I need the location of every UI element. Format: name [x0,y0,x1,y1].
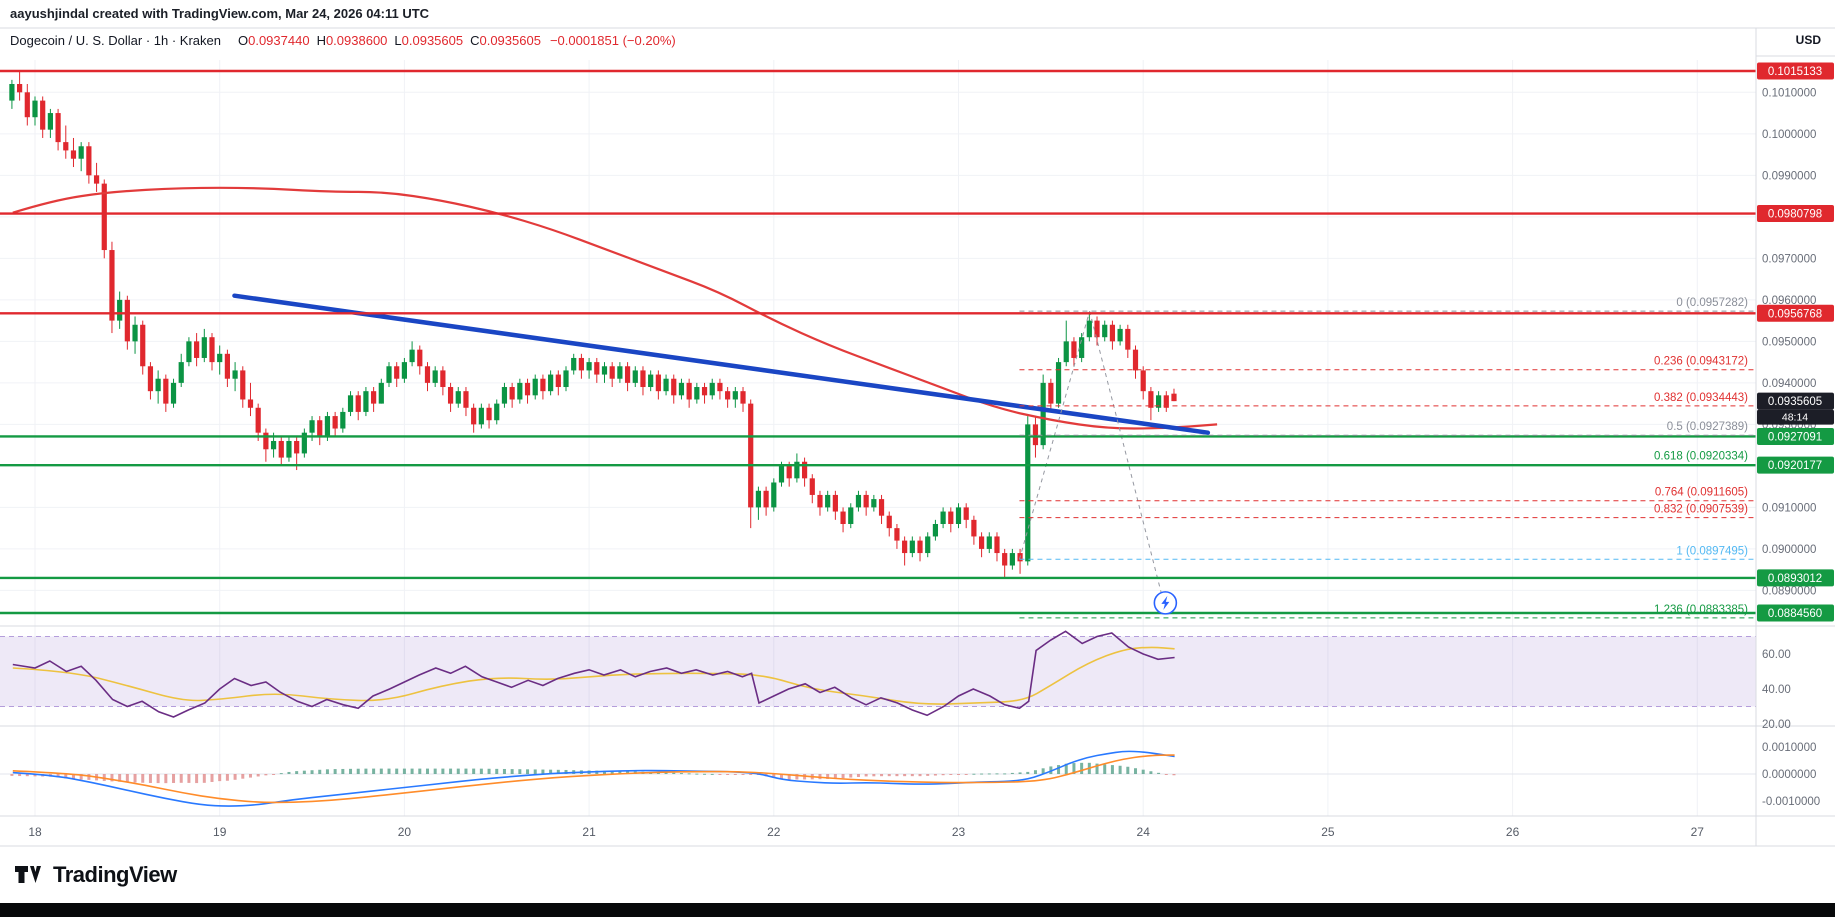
rsi-indicator [0,630,1756,718]
candlestick-series[interactable] [9,71,1177,578]
svg-text:0.5 (0.0927389): 0.5 (0.0927389) [1667,421,1748,433]
svg-text:-0.0010000: -0.0010000 [1762,796,1820,808]
svg-text:40.00: 40.00 [1762,684,1791,696]
svg-text:0.0900000: 0.0900000 [1762,544,1816,556]
svg-text:0.0010000: 0.0010000 [1762,742,1816,754]
symbol-title[interactable]: Dogecoin / U. S. Dollar · 1h · Kraken [10,33,221,48]
svg-text:18: 18 [28,825,42,839]
svg-text:25: 25 [1321,825,1335,839]
svg-text:0 (0.0957282): 0 (0.0957282) [1676,297,1748,309]
svg-text:0.0910000: 0.0910000 [1762,502,1816,514]
close-value: 0.0935605 [479,33,541,48]
svg-text:0.0927091: 0.0927091 [1768,431,1822,443]
svg-text:22: 22 [767,825,781,839]
descending-trendline[interactable] [232,293,1211,435]
svg-text:0.0890000: 0.0890000 [1762,585,1816,597]
fib-anchor-line[interactable] [1089,311,1163,595]
svg-text:0.0960000: 0.0960000 [1762,295,1816,307]
price-change: −0.0001851 (−0.20%) [549,33,676,48]
svg-text:0.618 (0.0920334): 0.618 (0.0920334) [1654,451,1748,463]
svg-text:0.764 (0.0911605): 0.764 (0.0911605) [1655,487,1748,499]
svg-text:19: 19 [213,825,227,839]
tradingview-logo-icon[interactable] [14,862,44,888]
svg-text:21: 21 [582,825,596,839]
svg-text:0.0920177: 0.0920177 [1768,460,1822,472]
svg-text:0.236 (0.0943172): 0.236 (0.0943172) [1654,356,1748,368]
svg-text:0.0935605: 0.0935605 [1768,396,1822,408]
low-label: L [394,33,402,48]
gridlines [0,60,1756,816]
svg-text:0.0970000: 0.0970000 [1762,253,1816,265]
svg-text:1.236 (0.0883385): 1.236 (0.0883385) [1654,604,1748,616]
bottom-black-strip [0,903,1835,917]
moving-average-line[interactable] [12,186,1218,430]
svg-text:27: 27 [1691,825,1705,839]
svg-text:0.1015133: 0.1015133 [1768,66,1822,78]
open-value: 0.0937440 [248,33,310,48]
close-label: C [470,33,480,48]
macd-line [12,750,1175,807]
footer-bar: TradingView [0,847,1835,903]
svg-text:0.0940000: 0.0940000 [1762,378,1816,390]
pane-separators [0,27,1835,847]
high-value: 0.0938600 [325,33,388,48]
svg-text:0.0990000: 0.0990000 [1762,170,1816,182]
svg-text:0.1010000: 0.1010000 [1762,87,1816,99]
macd-signal-line [12,754,1175,804]
svg-text:20.00: 20.00 [1762,719,1791,731]
countdown-tag [1757,409,1834,425]
svg-text:48:14: 48:14 [1782,412,1808,424]
open-label: O [237,33,249,48]
svg-text:24: 24 [1137,825,1151,839]
svg-text:20: 20 [398,825,412,839]
rsi-ma-line [12,646,1175,705]
macd-indicator [0,750,1756,807]
high-label: H [316,33,326,48]
svg-text:60.00: 60.00 [1762,649,1791,661]
svg-text:0.0000000: 0.0000000 [1762,769,1816,781]
svg-text:0.0956768: 0.0956768 [1768,308,1822,320]
horizontal-levels [0,69,1756,615]
currency-label[interactable]: USD [1795,33,1821,47]
price-axis-labels[interactable]: 0.10100000.10000000.09900000.09800000.09… [1762,87,1820,808]
low-value: 0.0935605 [401,33,464,48]
tradingview-wordmark[interactable]: TradingView [53,862,177,887]
svg-text:0.0980798: 0.0980798 [1768,209,1822,221]
svg-text:0.832 (0.0907539): 0.832 (0.0907539) [1654,504,1748,516]
svg-text:0.1000000: 0.1000000 [1762,129,1816,141]
svg-text:0.0893012: 0.0893012 [1768,573,1822,585]
rsi-line [12,630,1175,718]
svg-text:26: 26 [1506,825,1520,839]
svg-text:1 (0.0897495): 1 (0.0897495) [1676,545,1748,557]
svg-text:23: 23 [952,825,966,839]
symbol-legend[interactable]: Dogecoin / U. S. Dollar · 1h · Kraken O0.… [10,33,676,48]
svg-text:0.0884560: 0.0884560 [1768,608,1822,620]
price-axis-tags: 0.1015133 0.0980798 0.0956768 0.0927091 0.09… [1757,62,1834,622]
lightning-icon[interactable] [1153,591,1178,615]
fibonacci-retracement[interactable]: 0 (0.0957282) 0.236 (0.0943172) 0.382 (0.0… [1019,297,1756,619]
svg-text:0.0950000: 0.0950000 [1762,336,1816,348]
svg-text:0.382 (0.0934443): 0.382 (0.0934443) [1654,392,1748,404]
attribution-text: aayushjindal created with TradingView.co… [10,6,430,21]
time-axis-labels[interactable]: 18 19 20 21 22 23 24 25 26 27 [28,825,1704,839]
